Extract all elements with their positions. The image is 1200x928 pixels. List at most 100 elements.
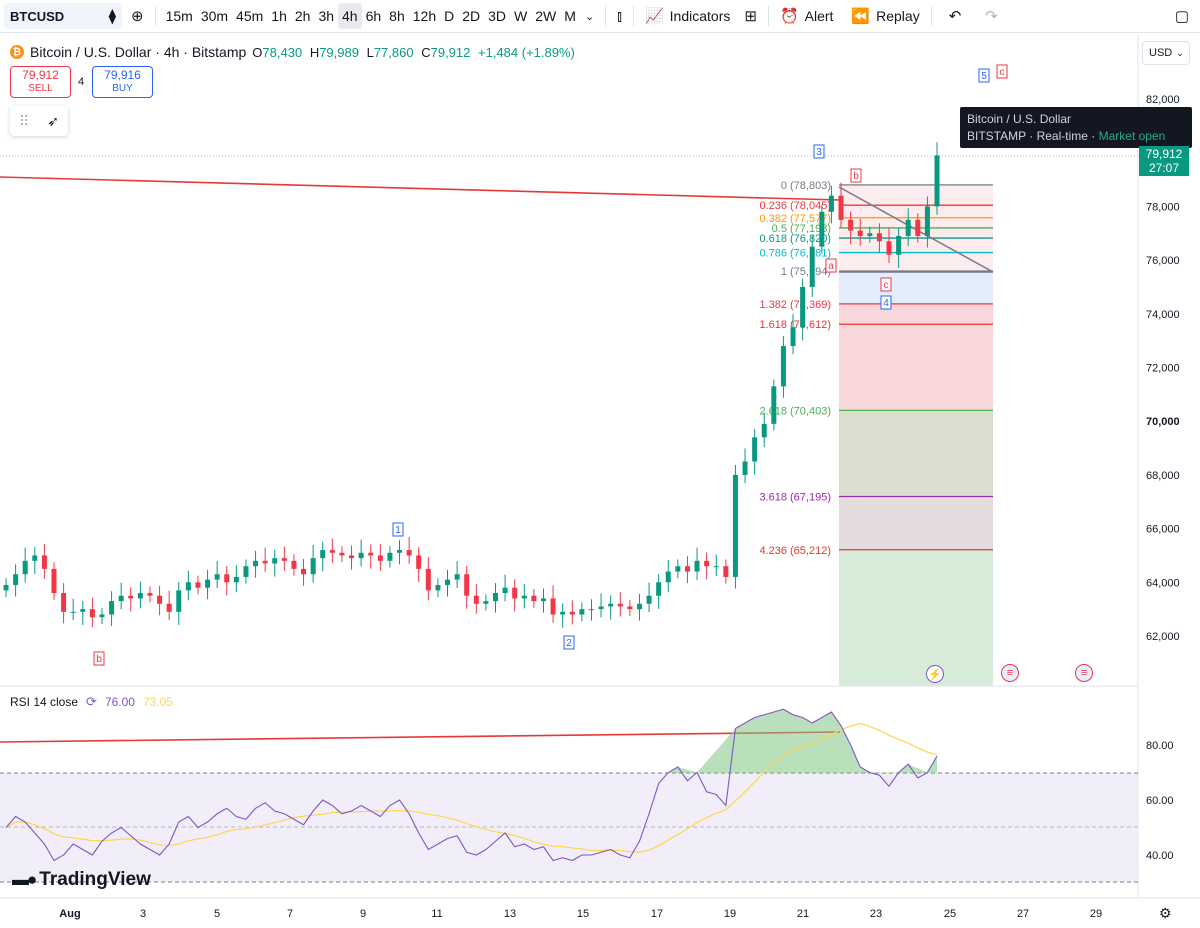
tooltip-status: Market open: [1098, 129, 1166, 143]
replay-button[interactable]: ⏪ Replay: [846, 3, 924, 29]
alert-button[interactable]: ⏰ Alert: [775, 3, 838, 29]
tooltip-feed: Real-time: [1036, 129, 1088, 143]
symbol-search[interactable]: BTCUSD ⧫: [4, 3, 122, 29]
timeframe-3d[interactable]: 3D: [488, 8, 507, 24]
candle-body: [118, 595, 124, 602]
timeframe-8h[interactable]: 8h: [389, 8, 405, 24]
open-label: O: [252, 44, 263, 60]
candle-body: [224, 574, 230, 583]
tradingview-logo[interactable]: ▬● TradingView: [12, 869, 151, 891]
candle-body: [157, 595, 163, 604]
candle-body: [358, 552, 364, 559]
fib-label: 0.786 (76,281): [759, 248, 831, 260]
divider: [632, 6, 634, 26]
time-tick-label: Aug: [59, 908, 80, 920]
time-tick-label: 11: [431, 908, 442, 920]
indicators-button[interactable]: 📈 Indicators: [640, 3, 735, 29]
timeframe-15m[interactable]: 15m: [165, 8, 193, 24]
tooltip-exchange: BITSTAMP: [967, 129, 1026, 143]
fib-label: 0.618 (76,820): [759, 233, 831, 245]
replay-label: Replay: [876, 8, 920, 24]
candle-body: [694, 560, 700, 572]
rsi-tick-label: 80.00: [1146, 740, 1174, 752]
timeframe-w[interactable]: W: [514, 8, 528, 24]
divider: [767, 6, 769, 26]
chart-type-button[interactable]: ⫾: [612, 3, 627, 29]
candle-body: [723, 566, 729, 577]
candle-body: [732, 474, 738, 577]
candle-body: [867, 233, 873, 236]
candle-body: [176, 590, 182, 612]
refresh-icon[interactable]: ⟳: [86, 694, 97, 709]
timeframe-6h[interactable]: 6h: [365, 8, 382, 24]
timeframe-1h[interactable]: 1h: [271, 8, 287, 24]
timeframe-12h[interactable]: 12h: [412, 8, 437, 24]
gear-icon[interactable]: ⚙: [1159, 905, 1172, 921]
wave-label-box: [563, 635, 575, 650]
timeframe-4h[interactable]: 4h: [338, 3, 362, 29]
compare-button[interactable]: ⊕: [126, 3, 149, 29]
candle-body: [41, 555, 47, 569]
divider: [605, 6, 607, 26]
wave-label-box: [813, 144, 825, 159]
wave-label-box: [996, 64, 1008, 79]
time-tick-label: 17: [651, 908, 663, 920]
us-flag-icon[interactable]: ≡: [1075, 664, 1093, 682]
chart-canvas[interactable]: 0 (78,803)0.236 (78,045)0.382 (77,577)0.…: [0, 35, 1200, 928]
buy-button[interactable]: 79,916 BUY: [92, 66, 153, 98]
timeframe-45m[interactable]: 45m: [236, 8, 264, 24]
wave-label: c: [884, 280, 889, 291]
candle-body: [521, 595, 527, 599]
fullscreen-button[interactable]: ▢: [1170, 3, 1194, 29]
timeframe-m[interactable]: M: [564, 8, 576, 24]
high-value: 79,989: [319, 44, 359, 60]
alert-clock-icon: ⏰: [779, 8, 799, 25]
currency-selector[interactable]: USD ⌄: [1142, 41, 1190, 65]
top-toolbar: BTCUSD ⧫ ⊕ 15m 30m 45m 1h 2h 3h 4h 6h 8h 12h D 2D 3D…: [0, 0, 1200, 33]
timeframe-2w[interactable]: 2W: [535, 8, 557, 24]
wave-label: b: [853, 171, 859, 182]
us-flag-icon[interactable]: ≡: [1001, 664, 1019, 682]
candle-body: [454, 574, 460, 580]
tooltip-title: Bitcoin / U.S. Dollar: [967, 112, 1072, 126]
timeframe-d[interactable]: D: [444, 8, 455, 24]
diamond-icon[interactable]: ⧫: [108, 8, 116, 25]
time-tick-label: 27: [1017, 908, 1029, 920]
time-tick-label: 13: [504, 908, 516, 920]
time-tick-label: 9: [360, 908, 366, 920]
timeframe-2d[interactable]: 2D: [462, 8, 481, 24]
undo-button[interactable]: ↶: [944, 3, 967, 29]
fib-label: 1.618 (73,612): [759, 319, 831, 331]
timeframe-2h[interactable]: 2h: [294, 8, 311, 24]
timeframe-dropdown[interactable]: ⌄: [580, 3, 599, 29]
layouts-button[interactable]: ⊞: [739, 3, 762, 29]
candle-body: [684, 566, 690, 572]
candle-body: [387, 552, 393, 561]
fib-label: 1.382 (74,369): [759, 299, 831, 311]
candle-body: [646, 595, 652, 604]
candle-body: [339, 552, 345, 556]
candle-body: [540, 598, 546, 602]
redo-button[interactable]: ↷: [980, 3, 1003, 29]
candle-body: [329, 550, 335, 553]
chevron-down-icon: ⌄: [1176, 47, 1184, 58]
timeframe-3h[interactable]: 3h: [318, 8, 335, 24]
alert-label: Alert: [804, 8, 834, 24]
candle-body: [675, 566, 681, 572]
fib-zone-red: [839, 303, 993, 411]
event-flag-icon[interactable]: ⚡: [926, 665, 944, 683]
tooltip-detail: BITSTAMP · Real-time · Market open: [967, 129, 1166, 143]
candle-body: [128, 595, 134, 599]
price-trendline: [0, 176, 841, 201]
sell-button[interactable]: 79,912 SELL: [10, 66, 71, 98]
timeframe-30m[interactable]: 30m: [200, 8, 229, 24]
cursor-arrow-icon[interactable]: ➶: [47, 112, 59, 129]
candle-body: [569, 611, 575, 615]
candle-body: [320, 550, 326, 559]
sell-label: SELL: [28, 83, 53, 94]
candle-body: [262, 560, 268, 564]
undo-icon: ↶: [948, 8, 962, 25]
sell-price: 79,912: [22, 68, 59, 82]
candle-body: [627, 606, 633, 610]
drag-handle-icon[interactable]: ⠿: [19, 112, 30, 129]
